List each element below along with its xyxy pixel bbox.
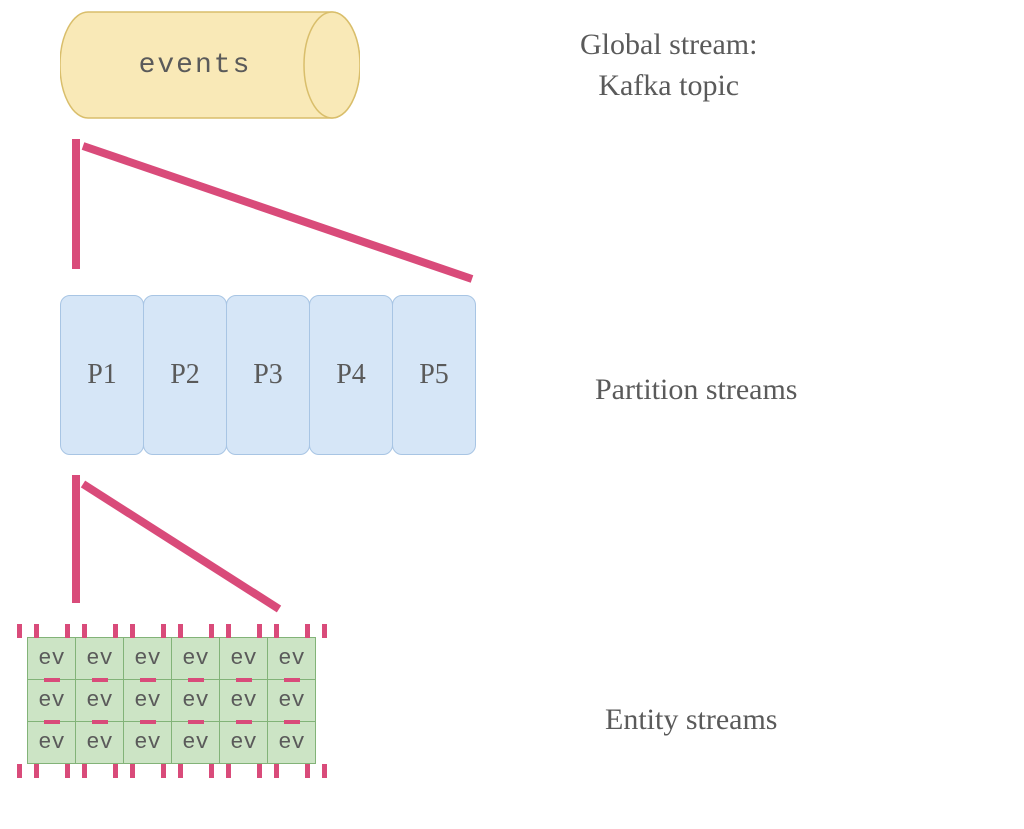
entity-tick (130, 764, 135, 778)
connector-mid-diag (79, 480, 283, 613)
entity-cell: ev (219, 679, 268, 722)
partition-cell: P5 (392, 295, 476, 455)
entity-tick (178, 764, 183, 778)
entity-tick (236, 720, 252, 724)
entity-tick (188, 720, 204, 724)
entity-tick (82, 764, 87, 778)
entity-tick (305, 624, 310, 638)
entity-cell: ev (171, 679, 220, 722)
entity-cell: ev (267, 679, 316, 722)
partition-label: P3 (253, 359, 283, 391)
entity-tick (44, 678, 60, 682)
entity-tick (161, 764, 166, 778)
entity-tick (322, 764, 327, 778)
entity-tick (130, 624, 135, 638)
entity-tick (236, 678, 252, 682)
global-stream-line1: Global stream: (580, 28, 757, 61)
entity-cell-label: ev (86, 688, 112, 713)
entity-tick (274, 624, 279, 638)
entity-cell-label: ev (230, 730, 256, 755)
entity-tick (257, 764, 262, 778)
partition-streams-label: Partition streams (595, 370, 797, 411)
entity-tick (161, 624, 166, 638)
entity-grid: evevevevevevevevevevevevevevevevevev (28, 638, 316, 764)
entity-cell-label: ev (278, 646, 304, 671)
entity-cell: ev (123, 679, 172, 722)
events-cylinder: events (60, 10, 360, 120)
entity-cell: ev (267, 637, 316, 680)
entity-tick (209, 764, 214, 778)
entity-cell-label: ev (182, 730, 208, 755)
entity-cell: ev (75, 721, 124, 764)
global-stream-line2: Kafka topic (598, 69, 739, 102)
entity-cell: ev (75, 679, 124, 722)
entity-cell: ev (171, 721, 220, 764)
entity-tick (284, 678, 300, 682)
global-stream-label: Global stream: Kafka topic (580, 25, 757, 106)
entity-streams-label: Entity streams (605, 700, 777, 741)
entity-tick (257, 624, 262, 638)
entity-cell: ev (75, 637, 124, 680)
cylinder-label: events (139, 50, 252, 81)
entity-cell: ev (27, 637, 76, 680)
partition-label: P4 (336, 359, 366, 391)
entity-tick (17, 764, 22, 778)
entity-tick (82, 624, 87, 638)
entity-cell: ev (171, 637, 220, 680)
diagram-canvas: events Global stream: Kafka topic P1 P2 P3… (0, 0, 1024, 829)
entity-cell-label: ev (182, 646, 208, 671)
entity-tick (305, 764, 310, 778)
partition-label: P1 (87, 359, 117, 391)
entity-cell-label: ev (38, 646, 64, 671)
partitions-row: P1 P2 P3 P4 P5 (60, 295, 475, 455)
entity-tick (140, 678, 156, 682)
entity-cell: ev (27, 721, 76, 764)
partition-cell: P2 (143, 295, 227, 455)
partition-cell: P1 (60, 295, 144, 455)
entity-tick (226, 764, 231, 778)
entity-tick (113, 624, 118, 638)
entity-cell-label: ev (278, 688, 304, 713)
entity-cell: ev (27, 679, 76, 722)
entity-tick (284, 720, 300, 724)
entity-tick (34, 624, 39, 638)
entity-cell-label: ev (134, 730, 160, 755)
entity-cell: ev (123, 637, 172, 680)
entity-cell-label: ev (278, 730, 304, 755)
entity-cell: ev (267, 721, 316, 764)
entity-cell-label: ev (38, 730, 64, 755)
entity-cell-label: ev (182, 688, 208, 713)
entity-cell-label: ev (86, 730, 112, 755)
entity-tick (17, 624, 22, 638)
entity-cell-label: ev (38, 688, 64, 713)
entity-cell-label: ev (230, 688, 256, 713)
entity-cell: ev (123, 721, 172, 764)
partition-cell: P4 (309, 295, 393, 455)
entity-tick (92, 678, 108, 682)
entity-tick (113, 764, 118, 778)
entity-tick (34, 764, 39, 778)
entity-cell-label: ev (230, 646, 256, 671)
entity-tick (44, 720, 60, 724)
entity-cell-label: ev (134, 688, 160, 713)
entity-tick (322, 624, 327, 638)
entity-tick (188, 678, 204, 682)
entity-tick (178, 624, 183, 638)
entity-tick (140, 720, 156, 724)
connector-top-diag (79, 142, 476, 283)
entity-cell: ev (219, 637, 268, 680)
partition-cell: P3 (226, 295, 310, 455)
entity-tick (65, 624, 70, 638)
entity-tick (226, 624, 231, 638)
entity-tick (92, 720, 108, 724)
entity-cell: ev (219, 721, 268, 764)
entity-cell-label: ev (134, 646, 160, 671)
entity-cell-label: ev (86, 646, 112, 671)
entity-grid-wrap: evevevevevevevevevevevevevevevevevev (28, 638, 316, 764)
entity-tick (274, 764, 279, 778)
entity-tick (209, 624, 214, 638)
partition-label: P2 (170, 359, 200, 391)
entity-tick (65, 764, 70, 778)
partition-label: P5 (419, 359, 449, 391)
